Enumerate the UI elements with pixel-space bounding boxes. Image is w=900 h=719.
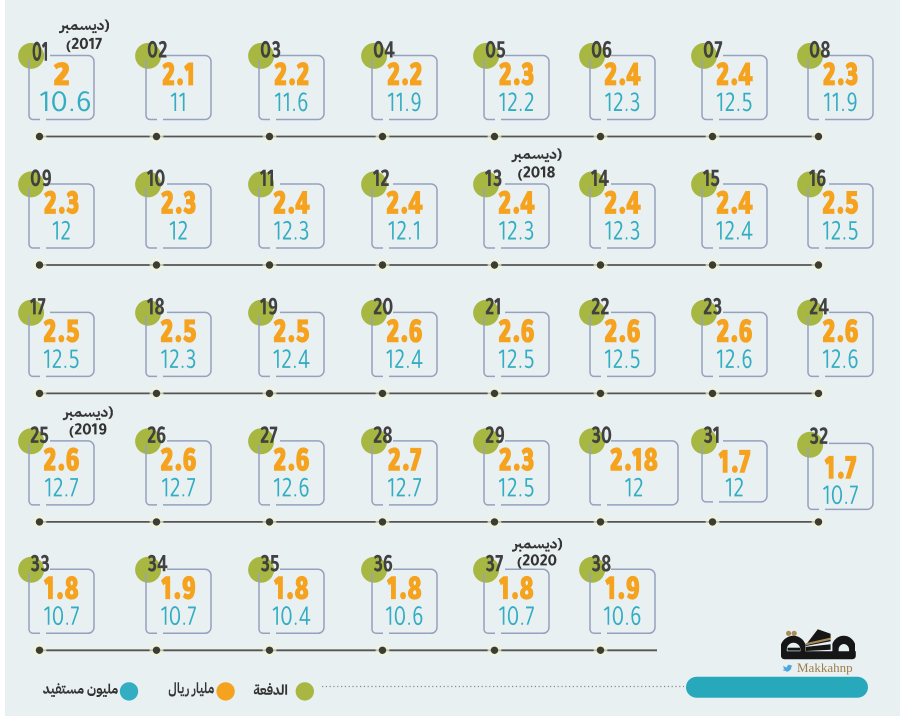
svg-text:Makkahnp: Makkahnp — [797, 660, 853, 675]
